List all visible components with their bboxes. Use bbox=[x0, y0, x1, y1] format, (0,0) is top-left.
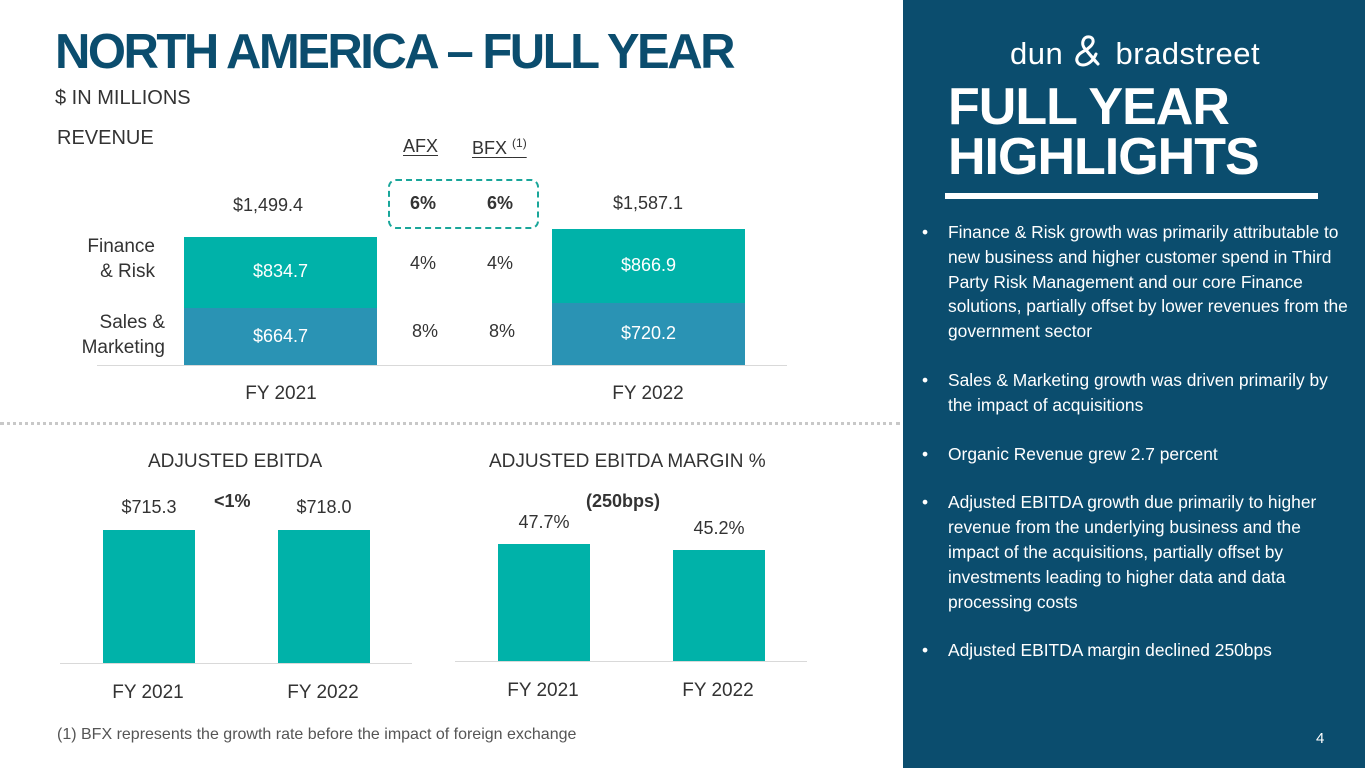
highlight-text: Sales & Marketing growth was driven prim… bbox=[948, 369, 1328, 415]
afx-total-growth: 6% bbox=[410, 193, 437, 213]
revenue-category-fy2021: FY 2021 bbox=[245, 383, 317, 404]
ebitda-category-fy2022: FY 2022 bbox=[287, 682, 359, 703]
margin-bar-fy2022 bbox=[673, 549, 765, 661]
margin-change: (250bps) bbox=[586, 491, 661, 511]
bullet-dot: • bbox=[922, 222, 929, 242]
revenue-bar-finance-fy2021 bbox=[184, 236, 377, 309]
bfx-header: BFX (1) bbox=[472, 136, 527, 159]
highlight-item: • Adjusted EBITDA margin declined 250bps bbox=[922, 638, 1352, 663]
page-number: 4 bbox=[1316, 730, 1325, 747]
highlight-item: • Adjusted EBITDA growth due primarily to… bbox=[922, 490, 1352, 614]
revenue-label-finance-fy2022: $866.9 bbox=[620, 255, 677, 276]
revenue-label-sales-fy2021: $664.7 bbox=[252, 325, 309, 346]
total-fy2021: $1,499.4 bbox=[233, 195, 304, 215]
margin-x-axis bbox=[455, 661, 807, 662]
finance-risk-label: Finance & Risk bbox=[60, 234, 155, 284]
ebitda-chart-title: ADJUSTED EBITDA bbox=[148, 451, 323, 472]
bullet-dot: • bbox=[922, 369, 929, 390]
ebitda-value-fy2021: $715.3 bbox=[121, 497, 177, 518]
highlights-rule bbox=[945, 193, 1318, 199]
margin-bar-fy2021 bbox=[498, 543, 590, 661]
bfx-sales-growth: 8% bbox=[489, 321, 516, 341]
bfx-footnote-ref: (1) bbox=[512, 136, 527, 150]
ebitda-x-axis bbox=[60, 663, 412, 664]
logo-text-right: bradstreet bbox=[1115, 36, 1261, 71]
revenue-x-axis bbox=[97, 365, 787, 366]
highlight-text: Organic Revenue grew 2.7 percent bbox=[948, 443, 1218, 464]
margin-value-fy2021: 47.7% bbox=[518, 511, 570, 532]
ebitda-bar-fy2021 bbox=[103, 530, 195, 663]
highlights-title-line2: HIGHLIGHTS bbox=[948, 128, 1260, 186]
highlight-item: • Organic Revenue grew 2.7 percent bbox=[922, 442, 1352, 467]
bullet-dot: • bbox=[922, 640, 929, 661]
dnb-logo: dun bradstreet bbox=[1010, 34, 1260, 72]
ebitda-bar-fy2022 bbox=[278, 529, 370, 663]
highlight-item: • Finance & Risk growth was primarily att… bbox=[922, 220, 1352, 344]
logo-text-left: dun bbox=[1010, 36, 1064, 71]
highlight-text: Finance & Risk growth was primarily attr… bbox=[948, 222, 1348, 342]
highlights-panel bbox=[903, 0, 1365, 768]
revenue-bar-finance-fy2022 bbox=[552, 229, 745, 304]
section-divider bbox=[0, 422, 900, 425]
finance-risk-label-line2: & Risk bbox=[100, 261, 155, 282]
highlight-item: • Sales & Marketing growth was driven pri… bbox=[922, 368, 1352, 418]
finance-risk-label-line1: Finance bbox=[87, 236, 155, 257]
sales-marketing-label-line2: Marketing bbox=[81, 337, 165, 358]
revenue-category-fy2022: FY 2022 bbox=[612, 383, 684, 404]
afx-finance-growth: 4% bbox=[410, 253, 437, 273]
total-growth-highlight bbox=[388, 179, 539, 229]
afx-header: AFX bbox=[403, 136, 439, 156]
sales-marketing-label-line1: Sales & bbox=[99, 312, 165, 333]
units-label: $ IN MILLIONS bbox=[55, 87, 191, 109]
ebitda-change: <1% bbox=[214, 491, 251, 511]
margin-chart-title: ADJUSTED EBITDA MARGIN % bbox=[489, 451, 766, 472]
sales-marketing-label: Sales & Marketing bbox=[60, 310, 165, 360]
highlight-text: Adjusted EBITDA margin declined 250bps bbox=[948, 640, 1272, 661]
margin-value-fy2022: 45.2% bbox=[693, 517, 745, 538]
page-title: NORTH AMERICA – FULL YEAR bbox=[55, 25, 735, 79]
bfx-header-text: BFX bbox=[472, 138, 508, 158]
revenue-label-sales-fy2022: $720.2 bbox=[620, 323, 677, 344]
revenue-label-finance-fy2021: $834.7 bbox=[252, 261, 309, 282]
highlights-list: • Finance & Risk growth was primarily att… bbox=[922, 220, 1352, 687]
footnote: (1) BFX represents the growth rate befor… bbox=[57, 726, 577, 743]
highlights-title: FULL YEAR HIGHLIGHTS bbox=[948, 78, 1260, 186]
highlights-title-line1: FULL YEAR bbox=[948, 78, 1230, 136]
revenue-bar-sales-fy2022 bbox=[552, 303, 745, 365]
revenue-chart-title: REVENUE bbox=[57, 127, 154, 149]
ebitda-category-fy2021: FY 2021 bbox=[112, 682, 184, 703]
margin-category-fy2022: FY 2022 bbox=[682, 680, 754, 701]
revenue-bar-sales-fy2021 bbox=[184, 308, 377, 365]
ebitda-value-fy2022: $718.0 bbox=[296, 496, 352, 517]
total-fy2022: $1,587.1 bbox=[613, 193, 684, 213]
bfx-finance-growth: 4% bbox=[487, 253, 514, 273]
margin-category-fy2021: FY 2021 bbox=[507, 680, 579, 701]
ampersand-icon bbox=[1075, 35, 1100, 67]
afx-sales-growth: 8% bbox=[412, 321, 439, 341]
bullet-dot: • bbox=[922, 443, 929, 464]
bullet-dot: • bbox=[922, 492, 929, 513]
highlight-text: Adjusted EBITDA growth due primarily to … bbox=[948, 492, 1317, 612]
bfx-total-growth: 6% bbox=[487, 193, 514, 213]
